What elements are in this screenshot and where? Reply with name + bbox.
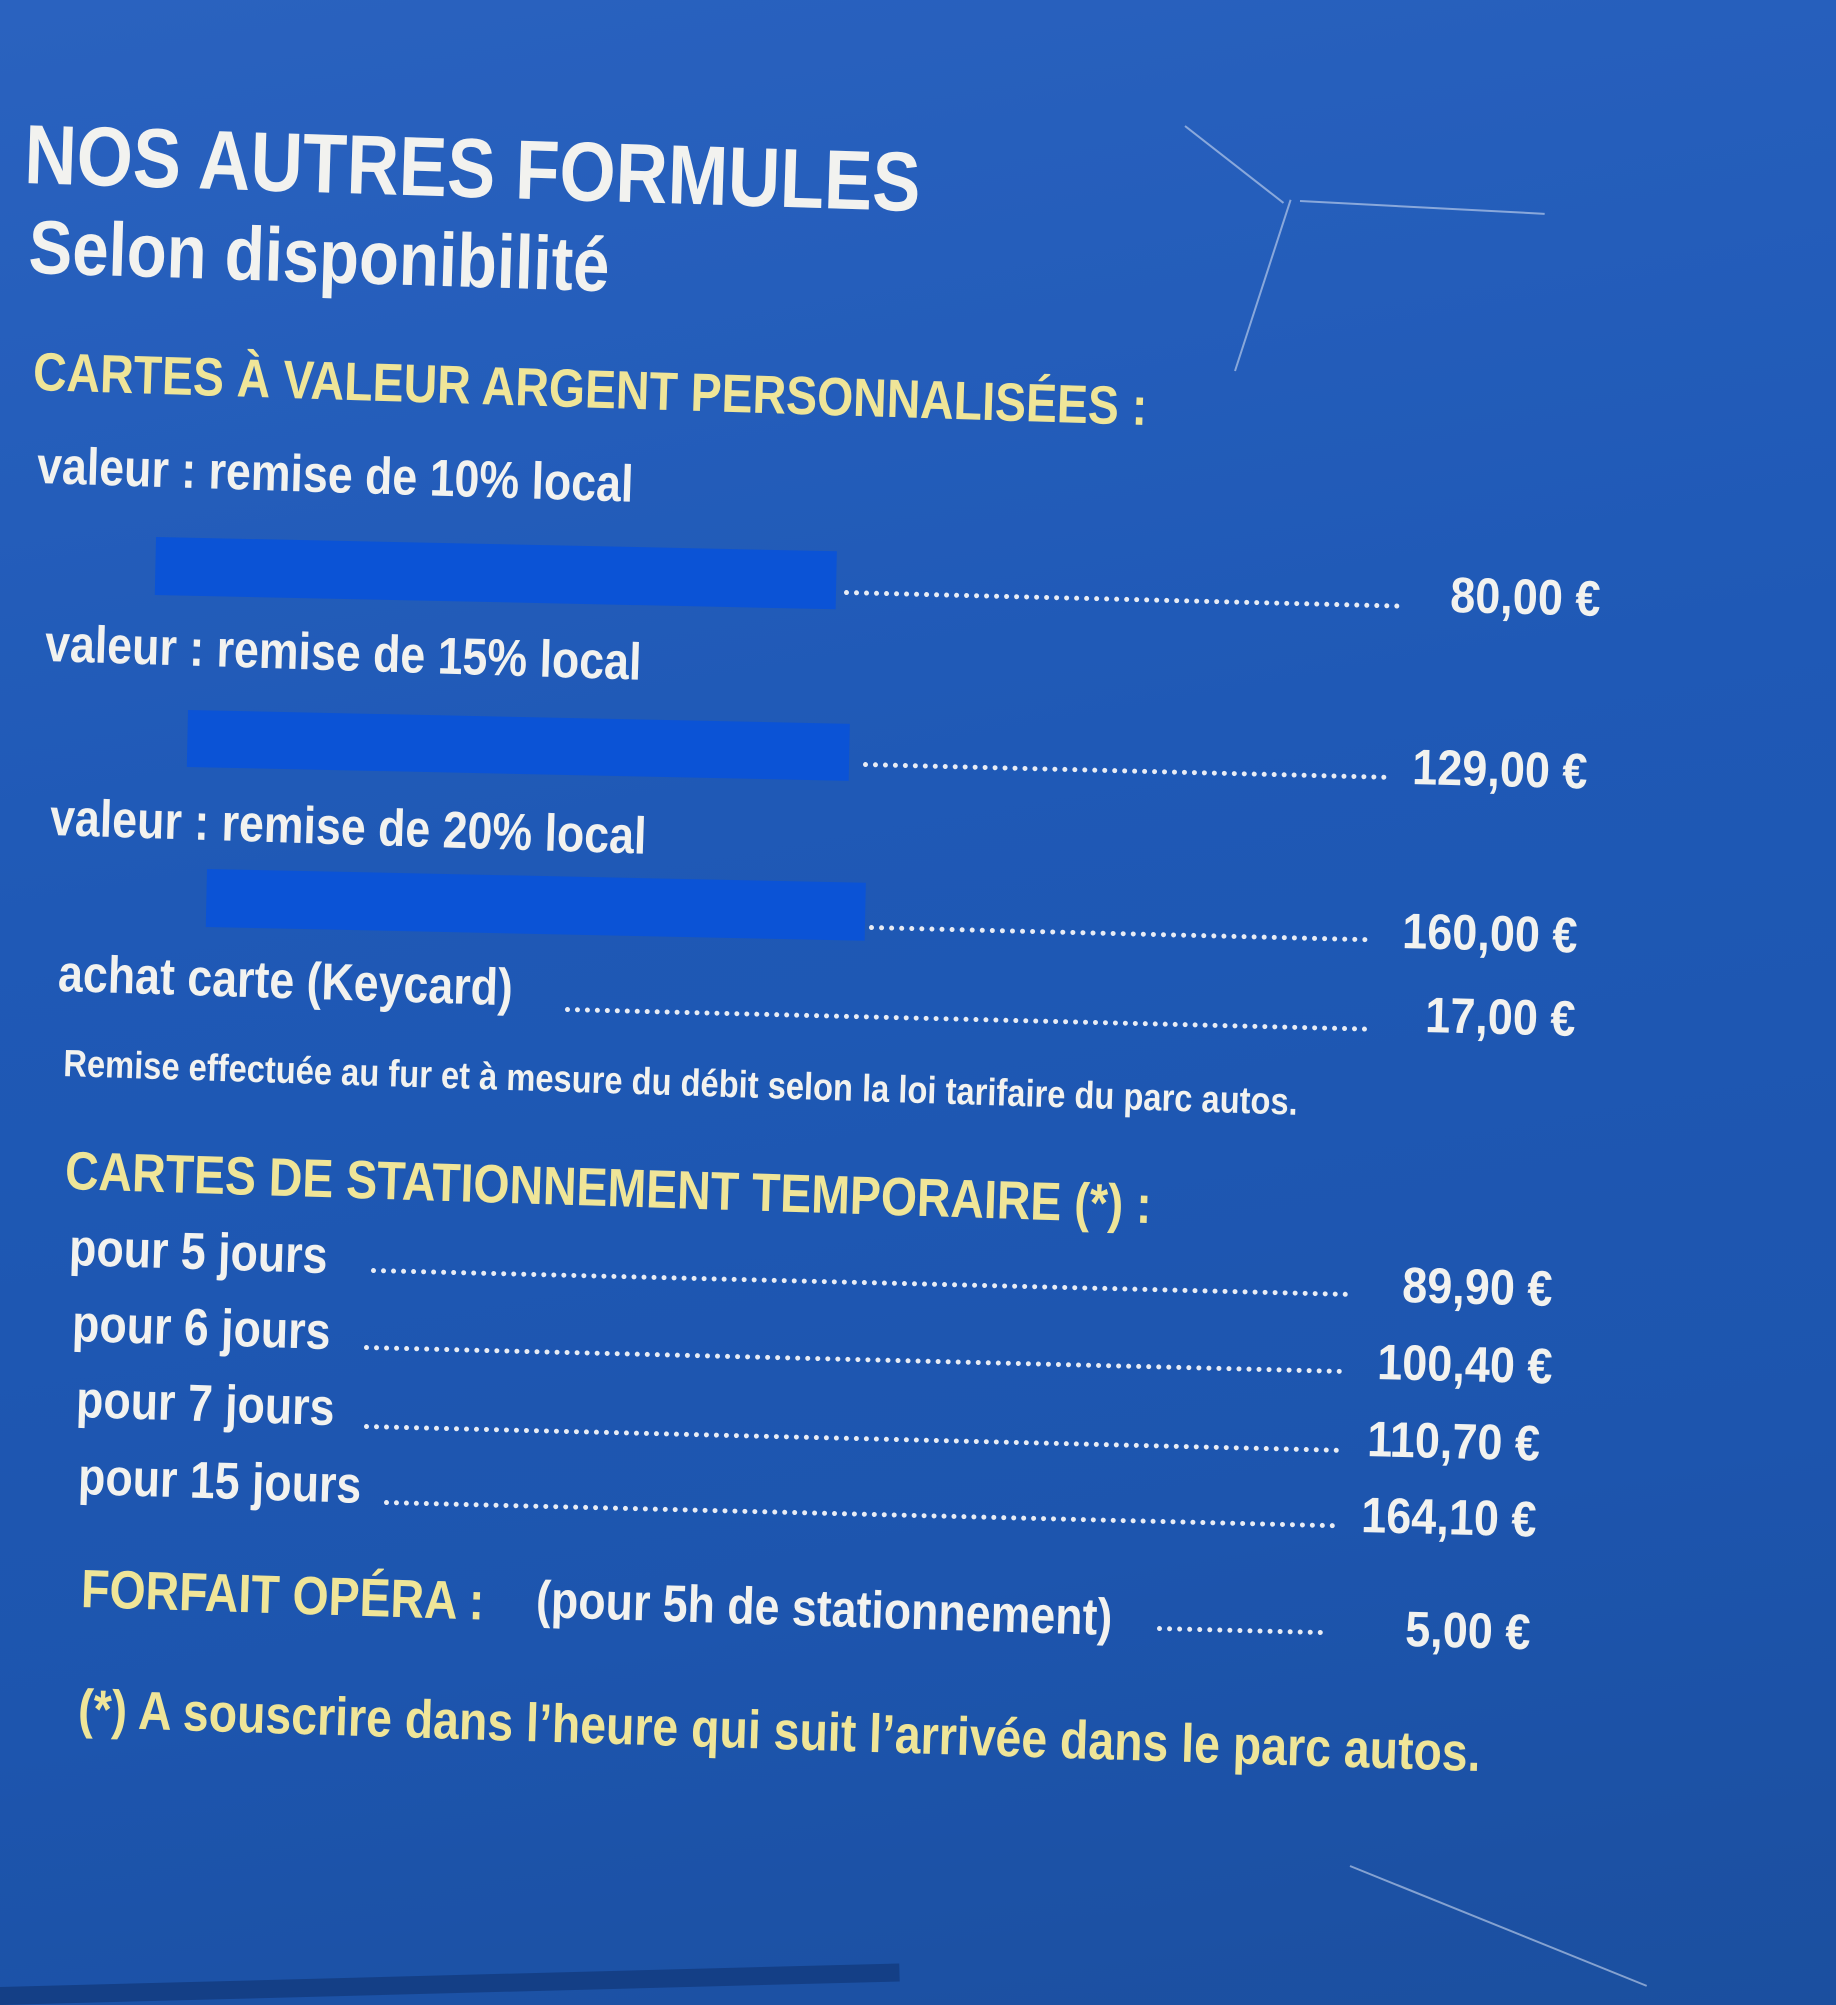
- leader-dots: [564, 1007, 1368, 1032]
- value-card-10-label: valeur : remise de 10% local: [36, 437, 635, 514]
- temp-15-days-label: pour 15 jours: [77, 1448, 363, 1515]
- value-card-15-price: 129,00 €: [1411, 739, 1589, 800]
- opera-price: 5,00 €: [1404, 1601, 1532, 1661]
- temp-5-days-label: pour 5 jours: [68, 1219, 329, 1286]
- leader-dots: [843, 590, 1400, 609]
- value-cards-heading: CARTES À VALEUR ARGENT PERSONNALISÉES :: [32, 342, 1149, 437]
- keycard-label: achat carte (Keycard): [57, 945, 514, 1018]
- redacted-block: [205, 869, 866, 941]
- opera-detail: (pour 5h de stationnement): [535, 1571, 1114, 1648]
- redacted-block: [186, 710, 850, 781]
- leader-dots: [383, 1500, 1336, 1529]
- temp-6-days-price: 100,40 €: [1376, 1334, 1554, 1395]
- value-card-10-price: 80,00 €: [1449, 567, 1602, 627]
- leader-dots: [862, 762, 1387, 780]
- keycard-price: 17,00 €: [1424, 987, 1577, 1047]
- temp-7-days-label: pour 7 jours: [75, 1371, 336, 1438]
- leader-dots: [868, 925, 1368, 943]
- discount-note: Remise effectuée au fur et à mesure du d…: [62, 1043, 1299, 1124]
- scratch: [1184, 125, 1285, 204]
- scratch: [1234, 199, 1292, 372]
- leader-dots: [363, 1345, 1343, 1374]
- leader-dots: [363, 1424, 1340, 1453]
- redacted-block: [154, 537, 837, 610]
- value-card-20-label: valeur : remise de 20% local: [49, 789, 648, 866]
- temp-7-days-price: 110,70 €: [1366, 1411, 1541, 1472]
- leader-dots: [1156, 1626, 1324, 1636]
- sign-bottom-edge: [0, 1963, 900, 2005]
- scratch: [1349, 1865, 1648, 1987]
- footnote: (*) A souscrire dans l’heure qui suit l’…: [77, 1679, 1482, 1784]
- opera-heading: FORFAIT OPÉRA :: [80, 1559, 486, 1632]
- temp-15-days-price: 164,10 €: [1360, 1487, 1538, 1548]
- subtitle: Selon disponibilité: [27, 205, 611, 309]
- value-card-20-price: 160,00 €: [1401, 903, 1579, 964]
- page-title: NOS AUTRES FORMULES: [23, 107, 923, 230]
- leader-dots: [370, 1268, 1349, 1297]
- value-card-15-label: valeur : remise de 15% local: [44, 615, 643, 692]
- scratch: [1299, 200, 1545, 215]
- temporary-cards-heading: CARTES DE STATIONNEMENT TEMPORAIRE (*) :: [64, 1141, 1153, 1236]
- temp-6-days-label: pour 6 jours: [71, 1295, 332, 1362]
- temp-5-days-price: 89,90 €: [1401, 1257, 1554, 1317]
